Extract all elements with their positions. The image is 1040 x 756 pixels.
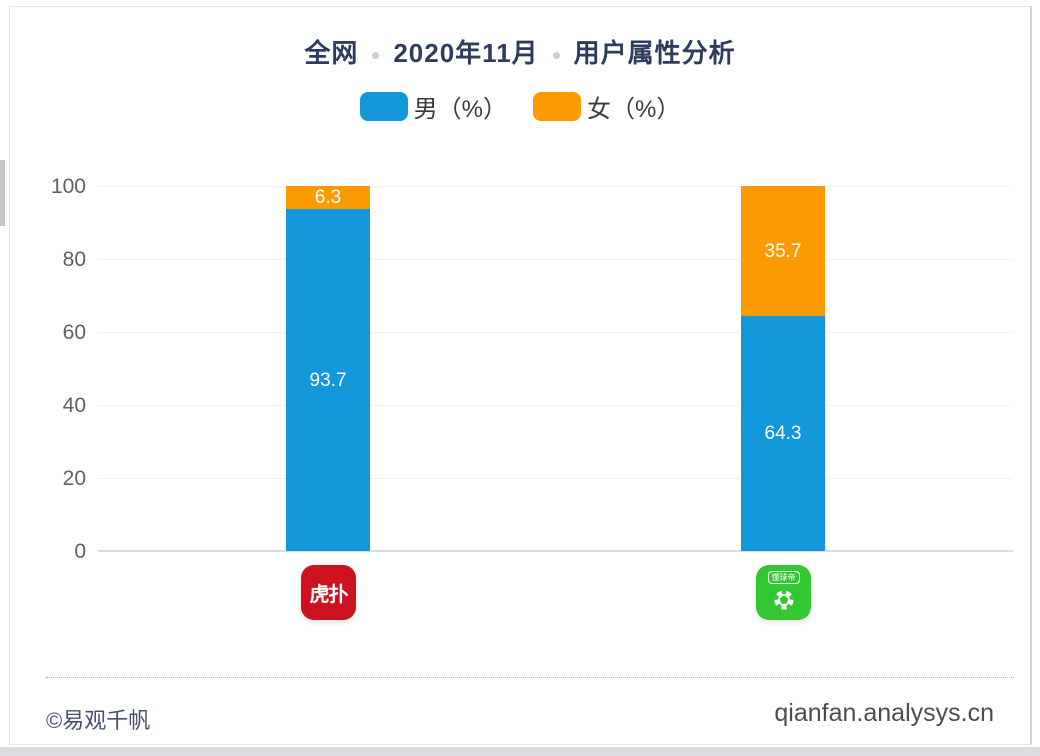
title-subject: 用户属性分析 bbox=[573, 38, 736, 68]
copyright-text: ©易观千帆 bbox=[46, 708, 151, 733]
y-tick-label-40: 40 bbox=[62, 394, 86, 417]
legend-swatch-female bbox=[533, 92, 581, 121]
legend-item-female: 女（%） bbox=[533, 89, 680, 124]
y-tick-label-60: 60 bbox=[62, 321, 86, 344]
y-tick-label-80: 80 bbox=[62, 248, 86, 271]
chart-title: 全网 2020年11月 用户属性分析 bbox=[10, 33, 1030, 70]
scrollbar-fragment[interactable] bbox=[0, 160, 5, 226]
legend-swatch-male bbox=[359, 92, 408, 121]
bar-懂球帝: 64.3 35.7 bbox=[741, 186, 825, 551]
chart-legend: 男（%） 女（%） bbox=[10, 89, 1030, 124]
chart-card: 全网 2020年11月 用户属性分析 男（%） 女（%） 0 20 40 60 80 100 9… bbox=[9, 6, 1032, 745]
footer-divider bbox=[46, 677, 1014, 678]
legend-item-male: 男（%） bbox=[359, 89, 507, 124]
y-tick-label-0: 0 bbox=[74, 540, 86, 563]
bar-segment-男（%）-懂球帝: 64.3 bbox=[741, 316, 825, 551]
title-separator-dot bbox=[552, 51, 560, 59]
website-text: qianfan.analysys.cn bbox=[774, 699, 994, 727]
hupu-app-icon: 虎扑 bbox=[301, 565, 356, 620]
bottom-scrollbar-track bbox=[0, 747, 1040, 756]
bar-value-label: 64.3 bbox=[764, 423, 802, 445]
bar-segment-男（%）-虎扑: 93.7 bbox=[286, 209, 370, 551]
dongqiudi-app-icon: 懂球帝 bbox=[756, 565, 811, 620]
dongqiudi-icon-badge: 懂球帝 bbox=[767, 571, 800, 584]
gridline-20 bbox=[98, 478, 1013, 479]
legend-label-male: 男（%） bbox=[413, 96, 507, 123]
bar-value-label: 6.3 bbox=[314, 187, 342, 208]
gridline-100 bbox=[98, 186, 1013, 187]
gridline-0 bbox=[98, 550, 1013, 552]
bar-segment-女（%）-懂球帝: 35.7 bbox=[741, 186, 825, 317]
title-period: 2020年11月 bbox=[393, 38, 539, 68]
hupu-icon-label: 虎扑 bbox=[309, 584, 349, 606]
soccer-ball-icon bbox=[773, 590, 794, 610]
y-tick-label-100: 100 bbox=[50, 175, 86, 198]
bar-虎扑: 93.7 6.3 bbox=[286, 186, 370, 551]
gridline-60 bbox=[98, 332, 1013, 333]
bar-value-label: 93.7 bbox=[309, 369, 347, 391]
title-separator-dot bbox=[372, 51, 380, 59]
y-tick-label-20: 20 bbox=[62, 467, 86, 490]
bar-segment-女（%）-虎扑: 6.3 bbox=[286, 186, 370, 209]
stacked-bar-plot: 0 20 40 60 80 100 93.7 6.3 64.3 35.7 bbox=[51, 175, 1013, 563]
legend-label-female: 女（%） bbox=[587, 96, 681, 123]
gridline-80 bbox=[98, 259, 1013, 260]
gridline-40 bbox=[98, 405, 1013, 406]
title-scope: 全网 bbox=[304, 38, 359, 68]
bar-value-label: 35.7 bbox=[764, 240, 802, 262]
